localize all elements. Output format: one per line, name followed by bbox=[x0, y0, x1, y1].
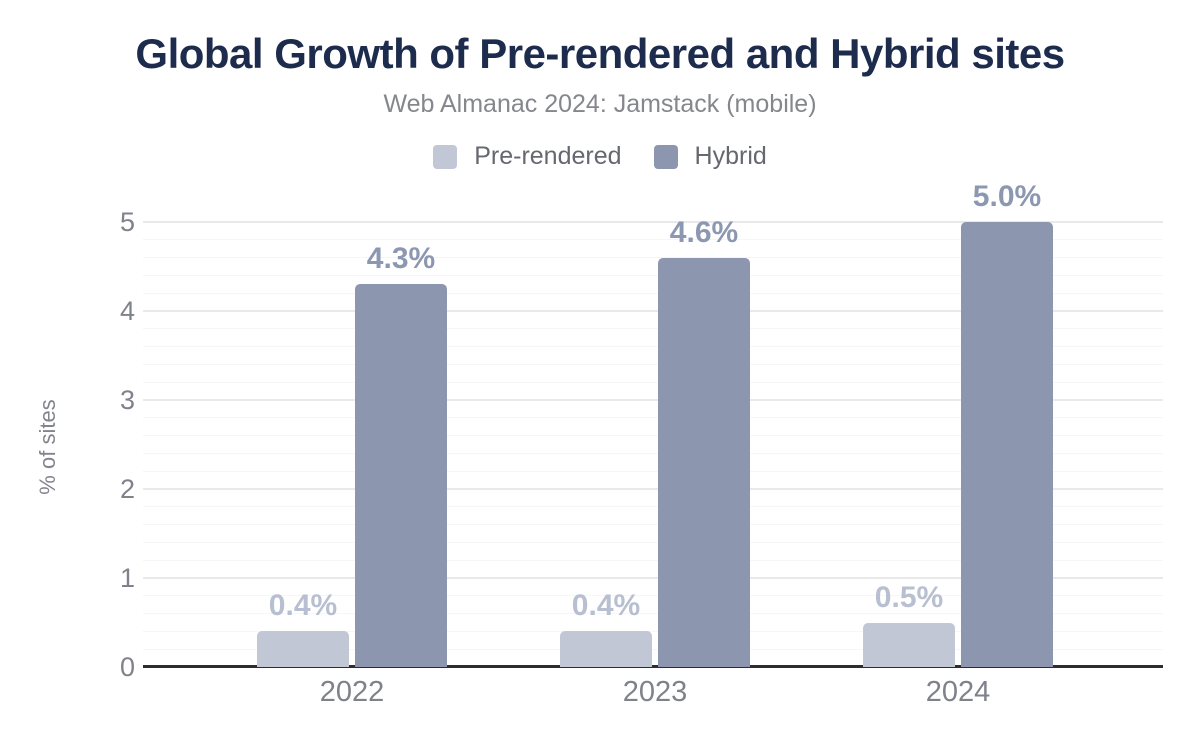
x-tick-label-2024: 2024 bbox=[925, 676, 991, 708]
y-tick-label: 4 bbox=[119, 296, 135, 326]
x-axis-line bbox=[143, 665, 1163, 668]
minor-gridline bbox=[143, 328, 1163, 330]
minor-gridline bbox=[143, 239, 1163, 241]
legend: Pre-rendered Hybrid bbox=[0, 142, 1200, 171]
minor-gridline bbox=[143, 559, 1163, 561]
minor-gridline bbox=[143, 292, 1163, 294]
bar-pre-rendered-2024 bbox=[863, 622, 955, 667]
bar-value-label-pre-rendered-2024: 0.5% bbox=[874, 580, 944, 614]
minor-gridline bbox=[143, 417, 1163, 419]
minor-gridline bbox=[143, 541, 1163, 543]
minor-gridline bbox=[143, 470, 1163, 472]
legend-swatch-hybrid-icon bbox=[653, 144, 678, 169]
major-gridline bbox=[143, 221, 1163, 223]
legend-item-hybrid: Hybrid bbox=[653, 142, 767, 171]
y-axis-title: % of sites bbox=[35, 399, 60, 495]
bar-value-label-hybrid-2022: 4.3% bbox=[366, 242, 436, 276]
chart-subtitle: Web Almanac 2024: Jamstack (mobile) bbox=[383, 90, 817, 118]
minor-gridline bbox=[143, 363, 1163, 365]
minor-gridline bbox=[143, 452, 1163, 454]
bar-value-label-hybrid-2024: 5.0% bbox=[972, 180, 1042, 213]
minor-gridline bbox=[143, 630, 1163, 632]
minor-gridline bbox=[143, 506, 1163, 508]
minor-gridline bbox=[143, 381, 1163, 383]
major-gridline bbox=[143, 399, 1163, 401]
bar-pre-rendered-2022 bbox=[257, 631, 349, 667]
minor-gridline bbox=[143, 435, 1163, 437]
minor-gridline bbox=[143, 346, 1163, 348]
bar-value-label-pre-rendered-2023: 0.4% bbox=[571, 589, 641, 623]
minor-gridline bbox=[143, 257, 1163, 259]
bar-value-label-hybrid-2023: 4.6% bbox=[669, 215, 739, 249]
y-tick-label: 3 bbox=[119, 385, 135, 415]
y-tick-label: 1 bbox=[119, 563, 135, 593]
major-gridline bbox=[143, 488, 1163, 490]
legend-label-pre-rendered: Pre-rendered bbox=[474, 142, 622, 170]
bar-hybrid-2023 bbox=[658, 257, 750, 667]
y-tick-label: 5 bbox=[119, 207, 135, 237]
y-tick-label: 0 bbox=[119, 652, 135, 682]
x-tick-label-2022: 2022 bbox=[319, 676, 385, 708]
legend-swatch-pre-rendered-icon bbox=[433, 144, 458, 169]
bar-hybrid-2024 bbox=[961, 222, 1053, 667]
legend-label-hybrid: Hybrid bbox=[694, 142, 767, 170]
plot-area: 0.4% 0.4% 0.5% 4.3% 4.6% 5.0% bbox=[143, 180, 1163, 668]
chart-title: Global Growth of Pre-rendered and Hybrid… bbox=[135, 30, 1065, 77]
minor-gridline bbox=[143, 524, 1163, 526]
major-gridline bbox=[143, 577, 1163, 579]
bar-pre-rendered-2023 bbox=[560, 631, 652, 667]
x-tick-label-2023: 2023 bbox=[622, 676, 688, 708]
minor-gridline bbox=[143, 613, 1163, 615]
bar-value-label-pre-rendered-2022: 0.4% bbox=[268, 589, 338, 623]
bar-hybrid-2022 bbox=[355, 284, 447, 667]
minor-gridline bbox=[143, 595, 1163, 597]
y-tick-label: 2 bbox=[119, 474, 135, 504]
minor-gridline bbox=[143, 274, 1163, 276]
major-gridline bbox=[143, 310, 1163, 312]
minor-gridline bbox=[143, 648, 1163, 650]
legend-item-pre-rendered: Pre-rendered bbox=[433, 142, 622, 171]
